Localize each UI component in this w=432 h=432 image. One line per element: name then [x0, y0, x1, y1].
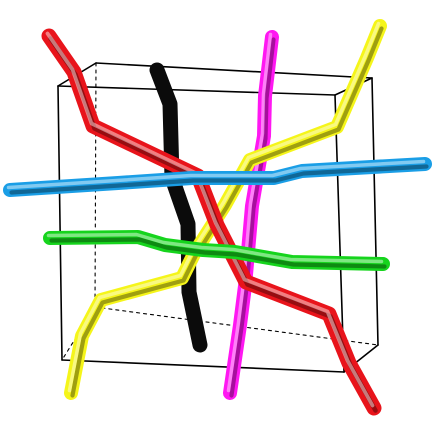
- red-rod-highlight: [45, 31, 375, 408]
- black-rod: [149, 62, 208, 353]
- blue-rod-highlight: [6, 159, 426, 190]
- cube-wireframe: [57, 62, 379, 373]
- green-rod-shade: [49, 237, 387, 269]
- green-rod-body: [43, 230, 390, 271]
- blue-rod-shade: [9, 164, 429, 195]
- magenta-rod-shade: [229, 37, 276, 398]
- magenta-rod-body: [223, 30, 279, 400]
- magenta-rod-highlight: [226, 32, 273, 393]
- yellow-rod-shade: [70, 26, 384, 398]
- cube-edge-front-left: [57, 85, 63, 361]
- rods: [3, 19, 432, 416]
- blue-rod-body: [3, 157, 432, 197]
- yellow-rod: [64, 19, 387, 400]
- cube-edge-front-right: [334, 94, 345, 373]
- red-rod: [41, 28, 382, 416]
- green-rod: [43, 230, 390, 271]
- cube-edge-top-back: [95, 62, 373, 79]
- cube-edge-top-front: [57, 85, 336, 96]
- magenta-rod: [223, 30, 279, 400]
- yellow-rod-body: [64, 19, 387, 400]
- cube-edge-back-right: [371, 77, 379, 346]
- cube-edge-front-bottom: [61, 359, 345, 373]
- blue-rod: [3, 157, 432, 197]
- black-rod-body: [149, 62, 208, 353]
- red-rod-shade: [48, 36, 378, 413]
- red-rod-body: [41, 28, 382, 416]
- green-rod-highlight: [46, 232, 384, 264]
- yellow-rod-highlight: [67, 21, 381, 393]
